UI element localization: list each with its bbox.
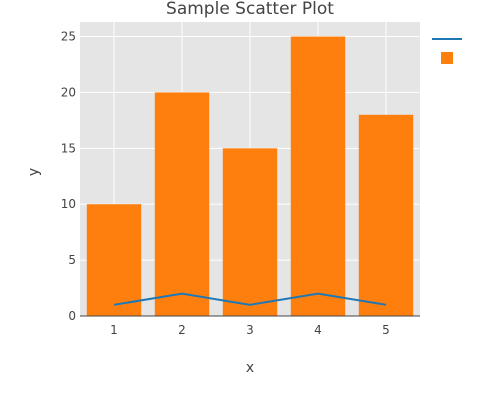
bar: [358, 114, 414, 317]
y-axis-label: y: [26, 168, 42, 176]
y-tick-labels: 0 5 10 15 20 25: [61, 30, 76, 323]
y-tick-label: 5: [68, 253, 76, 267]
y-tick-label: 0: [68, 309, 76, 323]
x-tick-label: 5: [382, 323, 390, 337]
y-tick-label: 10: [61, 197, 76, 211]
x-tick-label: 3: [246, 323, 254, 337]
chart-title: Sample Scatter Plot: [166, 0, 334, 19]
bar: [154, 92, 210, 316]
legend-bar-swatch: [441, 52, 453, 64]
x-tick-label: 4: [314, 323, 322, 337]
line-path: [113, 292, 387, 306]
line-series: [113, 292, 387, 306]
bar: [222, 148, 278, 316]
x-tick-label: 2: [178, 323, 186, 337]
y-tick-label: 15: [61, 141, 76, 155]
y-tick-label: 20: [61, 85, 76, 99]
legend: [432, 38, 462, 64]
bar-series: [86, 36, 414, 317]
x-tick-label: 1: [110, 323, 118, 337]
y-tick-label: 25: [61, 30, 76, 44]
bar: [290, 36, 346, 316]
x-axis-label: x: [246, 360, 254, 376]
bar: [86, 204, 142, 316]
x-tick-labels: 1 2 3 4 5: [110, 323, 390, 337]
